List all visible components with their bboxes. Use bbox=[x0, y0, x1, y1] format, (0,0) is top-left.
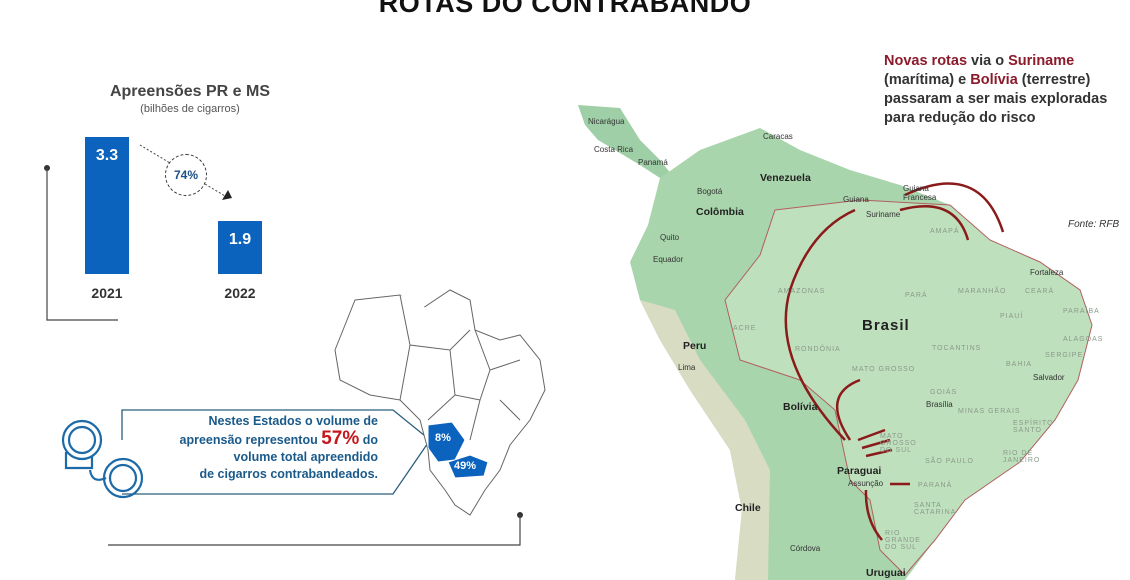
callout-line: Nestes Estados o volume de bbox=[208, 414, 378, 428]
bar-value-label: 3.3 bbox=[95, 147, 119, 165]
state-label: MATO GROSSO bbox=[852, 366, 916, 373]
state-label: GOIÁS bbox=[930, 389, 958, 396]
andes-desert bbox=[640, 300, 770, 580]
state-label: RIO DE JANEIRO bbox=[1003, 450, 1041, 464]
central-america-land bbox=[578, 105, 672, 178]
chart-decorations bbox=[44, 144, 546, 546]
state-label: BAHIA bbox=[1006, 361, 1033, 368]
state-label: RONDÔNIA bbox=[795, 346, 841, 353]
smuggling-routes bbox=[784, 182, 1005, 541]
route-arrow bbox=[904, 182, 1005, 233]
handcuffs-icon bbox=[61, 419, 144, 499]
map-label: Bogotá bbox=[697, 187, 723, 196]
map-label: Lima bbox=[678, 363, 696, 372]
callout-highlight: 57% bbox=[321, 428, 360, 449]
bar-2022 bbox=[218, 221, 262, 274]
callout-text-part: apreensão representou bbox=[179, 433, 322, 447]
state-label: PARÁ bbox=[905, 292, 928, 299]
chart-subtitle: (bilhões de cigarros) bbox=[140, 103, 240, 115]
bar-value-label: 1.9 bbox=[228, 231, 252, 249]
state-label: CEARÁ bbox=[1025, 288, 1055, 295]
note-highlight: Bolívia bbox=[970, 72, 1018, 88]
state-label: ACRE bbox=[733, 325, 757, 332]
map-label: Suriname bbox=[866, 210, 901, 219]
map-label: Quito bbox=[660, 233, 680, 242]
map-label: Nicarágua bbox=[588, 117, 625, 126]
route-arrow bbox=[861, 438, 891, 450]
map-label: Panamá bbox=[638, 158, 668, 167]
callout-line: apreensão representou 57% do bbox=[150, 428, 379, 449]
callout-line: volume total apreendido bbox=[233, 450, 378, 464]
connector-line bbox=[108, 515, 521, 546]
map-label: Colômbia bbox=[696, 206, 744, 218]
change-percent-badge: 74% bbox=[165, 154, 207, 196]
map-label: Guiana bbox=[843, 195, 869, 204]
state-label: TOCANTINS bbox=[932, 345, 982, 352]
bar-category-label: 2022 bbox=[224, 285, 256, 301]
state-pr bbox=[447, 454, 489, 479]
map-label: Venezuela bbox=[760, 172, 811, 184]
callout-line: de cigarros contrabandeados. bbox=[199, 467, 378, 481]
state-label-ms: 8% bbox=[435, 432, 451, 444]
chart-title: Apreensões PR e MS bbox=[109, 83, 271, 100]
map-label: Fortaleza bbox=[1030, 268, 1064, 277]
brazil-region bbox=[724, 199, 1093, 576]
state-label: ALAGOAS bbox=[1063, 336, 1104, 343]
state-label: SANTA CATARINA bbox=[914, 502, 957, 516]
callout-text-part: do bbox=[359, 433, 378, 447]
state-label: SÃO PAULO bbox=[925, 458, 974, 465]
map-label: Chile bbox=[735, 502, 761, 514]
routes-note: Novas rotas via o Suriname (marítima) e … bbox=[884, 52, 1124, 128]
state-label: MATO GROSSO DO SUL bbox=[880, 433, 917, 454]
state-label: AMAPÁ bbox=[930, 228, 960, 235]
map-label: Bolívia bbox=[783, 401, 818, 413]
bar-category-label: 2021 bbox=[91, 285, 123, 301]
state-label: ESPÍRITO SANTO bbox=[1013, 420, 1054, 434]
map-label: Córdova bbox=[790, 544, 821, 553]
brazil-mini-map bbox=[334, 289, 546, 516]
route-arrow bbox=[857, 428, 886, 442]
map-label: Salvador bbox=[1033, 373, 1065, 382]
connector-line bbox=[46, 168, 118, 321]
note-highlight: Suriname bbox=[1008, 53, 1075, 69]
note-text: via o bbox=[967, 53, 1009, 69]
route-arrow bbox=[864, 489, 883, 541]
state-label: RIO GRANDE DO SUL bbox=[885, 530, 921, 551]
note-text: (terrestre) passaram a ser mais explorad… bbox=[884, 72, 1108, 126]
route-arrow bbox=[865, 448, 893, 458]
state-label: SERGIPE bbox=[1045, 352, 1084, 359]
state-label-pr: 49% bbox=[454, 460, 477, 472]
route-arrow bbox=[899, 205, 970, 241]
state-label: MARANHÃO bbox=[958, 288, 1007, 295]
route-arrow bbox=[784, 208, 856, 441]
state-label: PARANÁ bbox=[918, 482, 953, 489]
map-label: Paraguai bbox=[837, 465, 882, 477]
map-label: Brasil bbox=[862, 317, 910, 334]
state-label: MINAS GERAIS bbox=[958, 408, 1021, 415]
map-label: Uruguai bbox=[866, 567, 906, 579]
page-title: ROTAS DO CONTRABANDO bbox=[378, 0, 752, 18]
map-label: Costa Rica bbox=[594, 145, 634, 154]
map-label: Peru bbox=[683, 340, 707, 352]
note-text: (marítima) e bbox=[884, 72, 971, 88]
callout-text: Nestes Estados o volume de apreensão rep… bbox=[150, 413, 379, 483]
map-label: Equador bbox=[653, 255, 684, 264]
callout-frame bbox=[121, 409, 431, 495]
state-label: AMAZONAS bbox=[778, 288, 826, 295]
map-label: Assunção bbox=[848, 479, 884, 488]
change-arrow-head bbox=[222, 190, 232, 200]
state-label: PIAUÍ bbox=[1000, 313, 1024, 320]
bar-2021 bbox=[85, 137, 129, 274]
note-highlight: Novas rotas bbox=[884, 53, 968, 69]
state-label: PARAÍBA bbox=[1063, 308, 1100, 315]
map-label: Brasília bbox=[926, 400, 953, 409]
map-label: Guiana Francesa bbox=[903, 184, 937, 202]
source-label: Fonte: RFB bbox=[1068, 219, 1120, 230]
route-arrow bbox=[835, 378, 861, 441]
map-label: Caracas bbox=[763, 132, 793, 141]
